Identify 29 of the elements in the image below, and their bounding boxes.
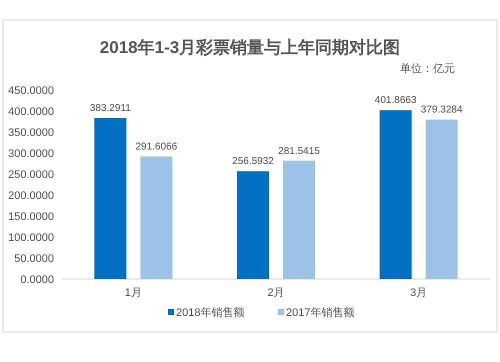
y-tick-label: 150.0000 [8, 211, 54, 223]
chart-title: 2018年1-3月彩票销量与上年同期对比图 [100, 38, 400, 57]
data-label: 401.8663 [374, 95, 417, 106]
y-tick-label: 250.0000 [8, 169, 54, 181]
y-tick-label: 200.0000 [8, 190, 54, 202]
bar [140, 156, 172, 279]
y-tick-label: 400.0000 [8, 106, 54, 118]
data-label: 383.2911 [90, 103, 132, 114]
x-tick-label: 3月 [410, 287, 428, 299]
y-tick-label: 450.0000 [8, 85, 54, 97]
bar [237, 171, 269, 279]
y-tick-label: 50.0000 [14, 253, 54, 265]
legend-label: 2018年销售额 [176, 306, 244, 319]
bar [426, 120, 458, 279]
data-label: 379.3284 [420, 104, 463, 116]
data-label: 291.6066 [135, 142, 178, 153]
y-tick-label: 300.0000 [8, 148, 54, 160]
bar [380, 110, 412, 279]
chart-subtitle: 单位：亿元 [400, 62, 455, 75]
x-tick-label: 1月 [124, 287, 142, 299]
y-tick-label: 350.0000 [8, 127, 54, 139]
y-tick-label: 0.0000 [20, 274, 54, 286]
bar [94, 118, 126, 279]
data-label: 281.5415 [278, 146, 320, 157]
bar [283, 160, 315, 279]
data-label: 256.5932 [232, 156, 274, 168]
x-tick-label: 2月 [267, 287, 285, 299]
y-tick-label: 100.0000 [8, 232, 54, 244]
legend-label: 2017年销售额 [286, 306, 354, 319]
